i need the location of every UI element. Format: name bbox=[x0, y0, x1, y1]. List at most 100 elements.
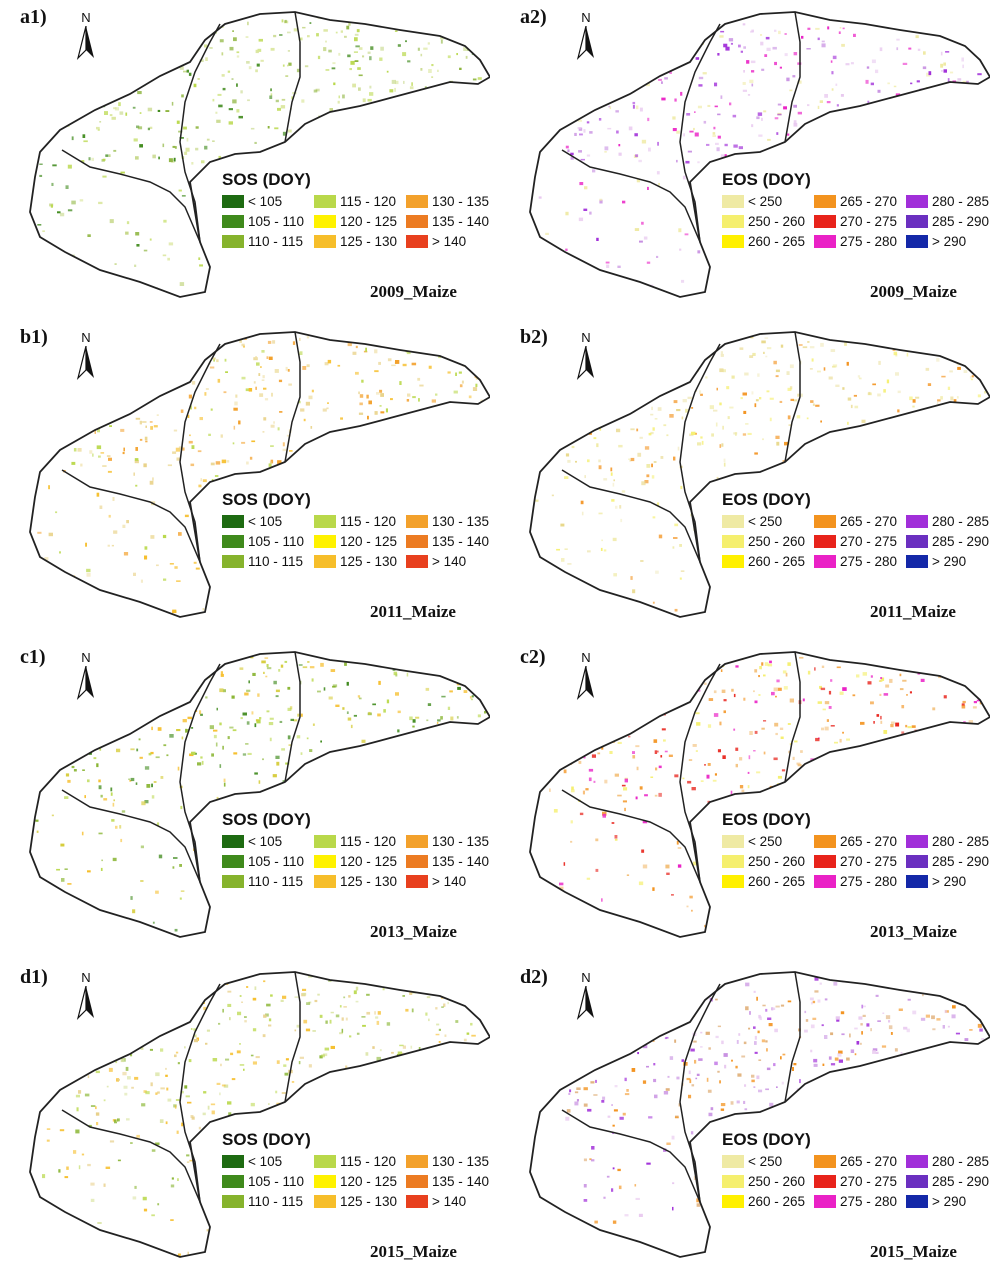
legend-label: 105 - 110 bbox=[248, 854, 305, 869]
north-letter: N bbox=[581, 650, 591, 665]
district-boundary bbox=[284, 971, 301, 1103]
legend-item: 260 - 265 bbox=[722, 874, 810, 889]
legend-item: 120 - 125 bbox=[314, 534, 402, 549]
region-map bbox=[29, 11, 490, 298]
district-boundary bbox=[561, 149, 701, 243]
legend-item: 270 - 275 bbox=[814, 534, 902, 549]
region-fill bbox=[30, 12, 490, 297]
legend-label: 130 - 135 bbox=[432, 834, 490, 849]
legend-items: < 105 115 - 120 130 - 135 105 - 110 120 - 12… bbox=[222, 1154, 492, 1209]
legend-swatch bbox=[222, 235, 244, 248]
legend-swatch bbox=[814, 555, 836, 568]
legend-label: < 250 bbox=[748, 834, 783, 849]
legend-swatch bbox=[906, 835, 928, 848]
north-arrow-icon: N bbox=[74, 10, 98, 60]
region-outline bbox=[529, 971, 990, 1258]
legend-item: 250 - 260 bbox=[722, 854, 810, 869]
legend-label: > 140 bbox=[432, 1194, 467, 1209]
legend-label: 250 - 260 bbox=[748, 214, 806, 229]
legend-item: 275 - 280 bbox=[814, 874, 902, 889]
legend-label: 285 - 290 bbox=[932, 214, 990, 229]
north-letter: N bbox=[81, 10, 91, 25]
legend-swatch bbox=[814, 835, 836, 848]
legend-swatch bbox=[406, 855, 428, 868]
legend-item: 110 - 115 bbox=[222, 554, 310, 569]
legend-item: 115 - 120 bbox=[314, 194, 402, 209]
legend-swatch bbox=[906, 855, 928, 868]
legend-swatch bbox=[406, 1155, 428, 1168]
legend-item: > 140 bbox=[406, 234, 494, 249]
legend-label: 135 - 140 bbox=[432, 534, 490, 549]
panel-label: b2) bbox=[520, 326, 548, 348]
region-map bbox=[529, 651, 990, 938]
legend-item: 275 - 280 bbox=[814, 234, 902, 249]
district-boundary bbox=[679, 343, 721, 563]
district-boundary bbox=[561, 469, 701, 563]
north-arrow-icon: N bbox=[74, 330, 98, 380]
legend-label: 120 - 125 bbox=[340, 214, 398, 229]
legend-label: 280 - 285 bbox=[932, 514, 990, 529]
legend: EOS (DOY) < 250 265 - 270 280 - 285 250 - 26… bbox=[722, 170, 992, 249]
legend-label: 125 - 130 bbox=[340, 1194, 398, 1209]
legend-swatch bbox=[906, 195, 928, 208]
district-boundary bbox=[561, 1109, 701, 1203]
legend-label: > 140 bbox=[432, 874, 467, 889]
district-boundary bbox=[179, 23, 221, 243]
legend-item: 125 - 130 bbox=[314, 1194, 402, 1209]
district-boundary bbox=[61, 789, 201, 883]
legend-swatch bbox=[406, 555, 428, 568]
legend-item: 260 - 265 bbox=[722, 1194, 810, 1209]
legend-label: 270 - 275 bbox=[840, 854, 898, 869]
legend-swatch bbox=[906, 1195, 928, 1208]
legend-item: < 105 bbox=[222, 514, 310, 529]
legend-swatch bbox=[906, 515, 928, 528]
legend-items: < 105 115 - 120 130 - 135 105 - 110 120 - 12… bbox=[222, 834, 492, 889]
legend-label: 275 - 280 bbox=[840, 554, 898, 569]
legend-items: < 250 265 - 270 280 - 285 250 - 260 270 - 27… bbox=[722, 1154, 992, 1209]
legend-label: 130 - 135 bbox=[432, 514, 490, 529]
district-boundary bbox=[284, 651, 301, 783]
legend-swatch bbox=[314, 1195, 336, 1208]
legend-item: 275 - 280 bbox=[814, 1194, 902, 1209]
legend: SOS (DOY) < 105 115 - 120 130 - 135 105 - 11… bbox=[222, 1130, 492, 1209]
legend-item: 280 - 285 bbox=[906, 194, 994, 209]
region-map bbox=[29, 331, 490, 618]
panel-label: c1) bbox=[20, 646, 46, 668]
legend-swatch bbox=[406, 235, 428, 248]
legend-swatch bbox=[906, 235, 928, 248]
legend-items: < 250 265 - 270 280 - 285 250 - 260 270 - 27… bbox=[722, 514, 992, 569]
legend-item: < 250 bbox=[722, 194, 810, 209]
legend-item: 120 - 125 bbox=[314, 1174, 402, 1189]
legend-swatch bbox=[222, 215, 244, 228]
legend-item: < 105 bbox=[222, 1154, 310, 1169]
legend-item: < 105 bbox=[222, 194, 310, 209]
region-map bbox=[29, 651, 490, 938]
district-boundary bbox=[179, 983, 221, 1203]
panel-label: b1) bbox=[20, 326, 48, 348]
region-outline bbox=[29, 971, 490, 1258]
legend-label: 280 - 285 bbox=[932, 834, 990, 849]
north-letter: N bbox=[581, 10, 591, 25]
legend-swatch bbox=[406, 515, 428, 528]
legend-items: < 105 115 - 120 130 - 135 105 - 110 120 - 12… bbox=[222, 514, 492, 569]
legend-item: 120 - 125 bbox=[314, 854, 402, 869]
legend: SOS (DOY) < 105 115 - 120 130 - 135 105 - 11… bbox=[222, 170, 492, 249]
north-letter: N bbox=[581, 970, 591, 985]
region-outline bbox=[529, 651, 990, 938]
legend-label: 105 - 110 bbox=[248, 534, 305, 549]
legend-label: 260 - 265 bbox=[748, 874, 806, 889]
map-panel-c1: c1) N SOS (DOY) < 105 115 - 120 130 - 135 105 … bbox=[0, 642, 490, 954]
region-fill bbox=[30, 332, 490, 617]
legend-label: 250 - 260 bbox=[748, 534, 806, 549]
north-letter: N bbox=[81, 650, 91, 665]
legend-item: 115 - 120 bbox=[314, 514, 402, 529]
map-panel-a1: a1) N SOS (DOY) < 105 115 - 120 130 - 135 105 … bbox=[0, 2, 490, 314]
legend-title: SOS (DOY) bbox=[222, 170, 311, 189]
legend-swatch bbox=[814, 1195, 836, 1208]
legend-title: EOS (DOY) bbox=[722, 490, 811, 509]
legend-item: > 140 bbox=[406, 554, 494, 569]
legend-label: 110 - 115 bbox=[248, 554, 304, 569]
legend-label: 285 - 290 bbox=[932, 534, 990, 549]
legend-item: 135 - 140 bbox=[406, 534, 494, 549]
legend-swatch bbox=[814, 1155, 836, 1168]
